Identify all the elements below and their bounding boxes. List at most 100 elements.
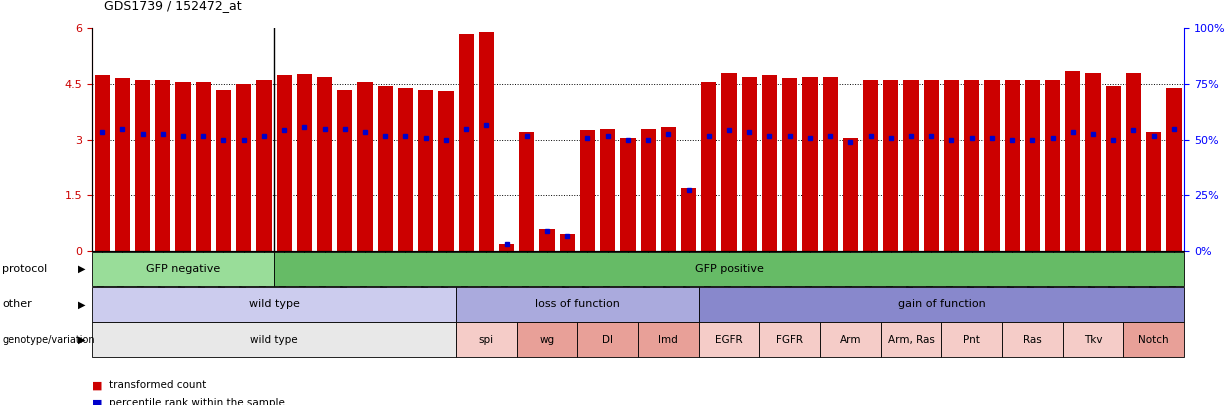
Bar [863, 80, 879, 251]
Text: EGFR: EGFR [715, 335, 742, 345]
Bar [519, 132, 535, 251]
Bar [1124, 322, 1184, 357]
Bar [883, 80, 898, 251]
Bar [115, 79, 130, 251]
Bar [621, 138, 636, 251]
Bar [820, 322, 881, 357]
Text: wild type: wild type [249, 299, 299, 309]
Bar [1086, 73, 1101, 251]
Text: wg: wg [540, 335, 555, 345]
Text: protocol: protocol [2, 264, 48, 274]
Bar [1045, 80, 1060, 251]
Bar [578, 322, 638, 357]
Text: loss of function: loss of function [535, 299, 620, 309]
Text: Tkv: Tkv [1083, 335, 1102, 345]
Bar [1063, 322, 1124, 357]
Text: gain of function: gain of function [897, 299, 985, 309]
Bar [698, 322, 760, 357]
Bar [741, 77, 757, 251]
Bar [903, 80, 919, 251]
Text: Dl: Dl [602, 335, 614, 345]
Bar [92, 252, 274, 286]
Bar [92, 287, 456, 322]
Bar [1126, 73, 1141, 251]
Bar [762, 75, 777, 251]
Bar [456, 322, 517, 357]
Bar [1025, 80, 1040, 251]
Text: spi: spi [479, 335, 494, 345]
Bar [398, 88, 413, 251]
Bar [94, 75, 109, 251]
Bar [964, 80, 979, 251]
Bar [1005, 80, 1020, 251]
Bar [540, 229, 555, 251]
Bar [640, 129, 655, 251]
Bar [135, 80, 150, 251]
Text: Imd: Imd [659, 335, 679, 345]
Bar [698, 287, 1184, 322]
Bar [276, 75, 292, 251]
Bar [337, 90, 352, 251]
Text: percentile rank within the sample: percentile rank within the sample [109, 399, 285, 405]
Bar [600, 129, 615, 251]
Text: GDS1739 / 152472_at: GDS1739 / 152472_at [104, 0, 242, 12]
Bar [782, 79, 798, 251]
Bar [418, 90, 433, 251]
Text: transformed count: transformed count [109, 380, 206, 390]
Bar [984, 80, 1000, 251]
Bar [456, 287, 698, 322]
Bar [357, 82, 373, 251]
Text: GFP positive: GFP positive [694, 264, 763, 274]
Text: GFP negative: GFP negative [146, 264, 220, 274]
Text: FGFR: FGFR [777, 335, 804, 345]
Bar [944, 80, 960, 251]
Bar [1002, 322, 1063, 357]
Bar [92, 322, 456, 357]
Bar [156, 80, 171, 251]
Bar [195, 82, 211, 251]
Text: Pnt: Pnt [963, 335, 980, 345]
Bar [274, 252, 1184, 286]
Bar [256, 80, 271, 251]
Bar [941, 322, 1002, 357]
Bar [843, 138, 858, 251]
Bar [681, 188, 696, 251]
Text: ■: ■ [92, 380, 103, 390]
Text: Ras: Ras [1023, 335, 1042, 345]
Text: other: other [2, 299, 32, 309]
Text: genotype/variation: genotype/variation [2, 335, 94, 345]
Bar [580, 130, 595, 251]
Bar [721, 73, 736, 251]
Bar [297, 74, 312, 251]
Bar [438, 92, 454, 251]
Text: ▶: ▶ [79, 335, 86, 345]
Text: ▶: ▶ [79, 299, 86, 309]
Text: ▶: ▶ [79, 264, 86, 274]
Bar [1065, 71, 1081, 251]
Bar [881, 322, 941, 357]
Bar [499, 244, 514, 251]
Bar [378, 86, 393, 251]
Bar [1106, 86, 1120, 251]
Text: wild type: wild type [250, 335, 298, 345]
Bar [924, 80, 939, 251]
Bar [760, 322, 820, 357]
Bar [802, 77, 817, 251]
Bar [175, 82, 190, 251]
Bar [560, 234, 574, 251]
Text: Notch: Notch [1139, 335, 1169, 345]
Text: ■: ■ [92, 399, 103, 405]
Bar [1167, 88, 1182, 251]
Bar [459, 34, 474, 251]
Bar [236, 84, 252, 251]
Bar [661, 127, 676, 251]
Bar [517, 322, 578, 357]
Text: Arm, Ras: Arm, Ras [887, 335, 935, 345]
Text: Arm: Arm [839, 335, 861, 345]
Bar [702, 82, 717, 251]
Bar [216, 90, 231, 251]
Bar [638, 322, 698, 357]
Bar [1146, 132, 1161, 251]
Bar [317, 77, 333, 251]
Bar [822, 77, 838, 251]
